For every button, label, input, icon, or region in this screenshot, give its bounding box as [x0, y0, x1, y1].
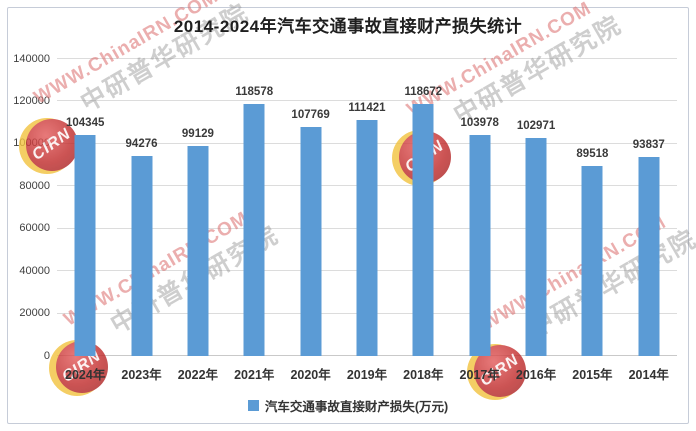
bar-slot: 103978 2017年 — [452, 59, 508, 382]
y-axis-tick-label: 140000 — [13, 52, 50, 65]
data-label: 118672 — [404, 86, 443, 99]
bar — [131, 156, 153, 356]
y-axis-tick-label: 80000 — [19, 179, 50, 192]
plot-area: 0 20000 40000 60000 80000 100000 120000 140000 1… — [13, 53, 677, 382]
bar-slot: 94276 2023年 — [113, 59, 169, 382]
bar — [525, 137, 547, 356]
y-axis-tick-label: 60000 — [19, 222, 50, 235]
data-label: 103978 — [460, 117, 499, 130]
chart-title: 2014-2024年汽车交通事故直接财产损失统计 — [173, 17, 523, 36]
bar-slot: 104345 2024年 — [57, 59, 113, 382]
x-axis-tick-label: 2017年 — [459, 368, 500, 382]
bar-slot: 111421 2019年 — [339, 59, 395, 382]
y-axis-tick-label: 40000 — [19, 264, 50, 277]
bar — [638, 156, 660, 356]
y-axis-tick-label: 20000 — [19, 307, 50, 320]
bar — [356, 119, 378, 356]
data-label: 94276 — [125, 138, 158, 151]
data-label: 102971 — [516, 119, 556, 132]
bar-slot: 89518 2015年 — [564, 59, 620, 382]
data-label: 99129 — [181, 127, 214, 140]
x-axis-tick-label: 2021年 — [234, 368, 275, 382]
bar-series: 104345 2024年 94276 2023年 99129 2022年 118578 202… — [57, 59, 677, 382]
y-axis-tick-label: 0 — [43, 349, 50, 362]
data-label: 107769 — [291, 109, 330, 122]
x-axis-tick-label: 2016年 — [515, 368, 557, 382]
y-axis-tick-label: 120000 — [13, 94, 50, 107]
gridline: 140000 — [13, 53, 677, 65]
x-axis-tick-label: 2020年 — [290, 368, 331, 382]
legend: 汽车交通事故直接财产损失(万元) — [0, 396, 696, 415]
bar-slot: 118672 2018年 — [395, 59, 451, 382]
x-axis-tick-label: 2023年 — [121, 368, 162, 382]
bar-slot: 118578 2021年 — [226, 59, 282, 382]
bar — [581, 166, 603, 356]
bar — [74, 134, 96, 356]
x-axis-tick-label: 2014年 — [628, 368, 669, 382]
bar-slot: 102971 2016年 — [508, 59, 564, 382]
data-label: 111421 — [348, 101, 386, 114]
data-label: 89518 — [576, 148, 609, 161]
bar — [300, 127, 322, 356]
bar — [469, 135, 491, 356]
bar — [412, 104, 434, 356]
data-label: 118578 — [235, 86, 274, 99]
bar-slot: 107769 2020年 — [282, 59, 338, 382]
x-axis-tick-label: 2019年 — [346, 368, 388, 382]
data-label: 104345 — [65, 116, 105, 129]
bar — [243, 104, 265, 356]
y-axis-tick-label: 100000 — [13, 137, 50, 150]
bar-slot: 93837 2014年 — [621, 59, 677, 382]
bar — [187, 145, 209, 356]
bar-slot: 99129 2022年 — [170, 59, 226, 382]
gridline: 120000 — [13, 95, 677, 107]
x-axis-tick-label: 2024年 — [65, 368, 106, 382]
x-axis-tick-label: 2022年 — [177, 368, 219, 382]
chart-frame — [7, 7, 689, 424]
x-axis-tick-label: 2015年 — [572, 368, 613, 382]
x-axis-tick-label: 2018年 — [403, 368, 444, 382]
data-label: 93837 — [632, 138, 665, 151]
legend-label: 汽车交通事故直接财产损失(万元) — [264, 400, 449, 414]
legend-swatch-icon — [247, 400, 259, 411]
